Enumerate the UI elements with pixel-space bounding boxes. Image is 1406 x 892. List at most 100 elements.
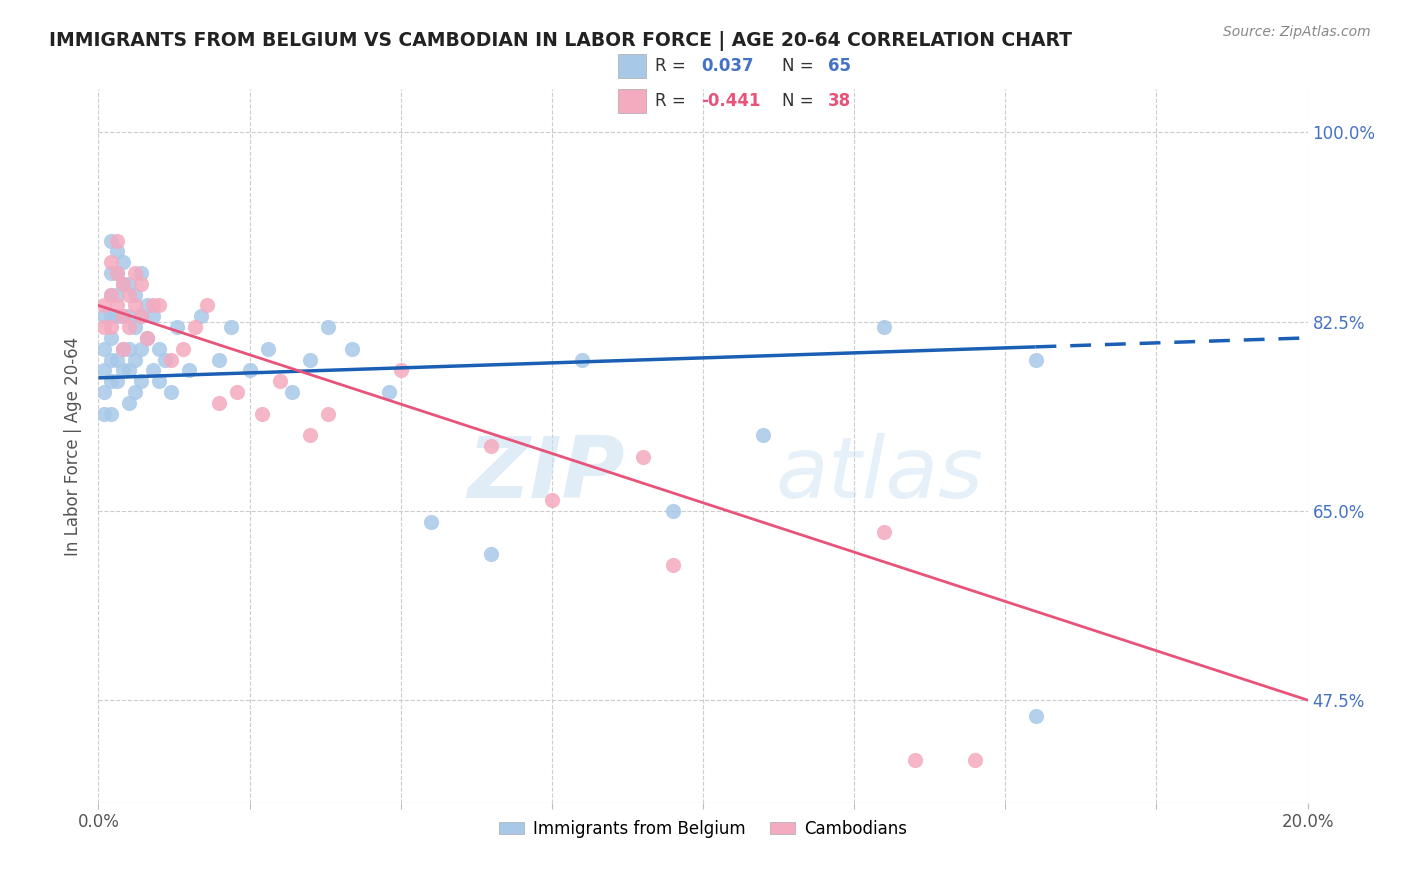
Point bbox=[239, 363, 262, 377]
Text: 65: 65 bbox=[828, 57, 851, 75]
Point bbox=[129, 342, 152, 356]
Text: ZIP: ZIP bbox=[467, 433, 624, 516]
Point bbox=[124, 320, 146, 334]
Point bbox=[105, 244, 128, 259]
Point bbox=[481, 547, 503, 561]
Text: N =: N = bbox=[782, 57, 818, 75]
Point bbox=[250, 407, 273, 421]
Point bbox=[160, 352, 183, 367]
Point bbox=[105, 234, 128, 248]
Point bbox=[124, 384, 146, 399]
Point bbox=[93, 407, 115, 421]
Point bbox=[124, 266, 146, 280]
Point bbox=[129, 277, 152, 291]
Point bbox=[190, 310, 212, 324]
Point bbox=[316, 407, 339, 421]
Point bbox=[142, 298, 165, 312]
Point bbox=[100, 287, 122, 301]
Point bbox=[111, 277, 134, 291]
Point bbox=[129, 266, 152, 280]
Text: IMMIGRANTS FROM BELGIUM VS CAMBODIAN IN LABOR FORCE | AGE 20-64 CORRELATION CHAR: IMMIGRANTS FROM BELGIUM VS CAMBODIAN IN … bbox=[49, 31, 1073, 51]
Point bbox=[118, 277, 141, 291]
Point bbox=[342, 342, 364, 356]
FancyBboxPatch shape bbox=[617, 88, 645, 112]
Point bbox=[111, 363, 134, 377]
Point bbox=[661, 558, 683, 572]
Point bbox=[105, 310, 128, 324]
Point bbox=[100, 310, 122, 324]
Point bbox=[100, 374, 122, 388]
Y-axis label: In Labor Force | Age 20-64: In Labor Force | Age 20-64 bbox=[65, 336, 83, 556]
Point bbox=[481, 439, 503, 453]
Point bbox=[118, 310, 141, 324]
Point bbox=[184, 320, 207, 334]
Point bbox=[124, 287, 146, 301]
Point bbox=[124, 298, 146, 312]
Point bbox=[111, 255, 134, 269]
Point bbox=[124, 352, 146, 367]
Point bbox=[179, 363, 201, 377]
Point bbox=[111, 277, 134, 291]
Point bbox=[100, 407, 122, 421]
Point bbox=[299, 428, 322, 442]
Point bbox=[111, 310, 134, 324]
Point bbox=[105, 298, 128, 312]
Point bbox=[142, 363, 165, 377]
Point bbox=[1024, 352, 1046, 367]
Point bbox=[256, 342, 278, 356]
Point bbox=[142, 310, 165, 324]
Legend: Immigrants from Belgium, Cambodians: Immigrants from Belgium, Cambodians bbox=[492, 814, 914, 845]
Point bbox=[105, 374, 128, 388]
Point bbox=[135, 331, 157, 345]
Point bbox=[111, 342, 134, 356]
Point bbox=[148, 298, 170, 312]
Point bbox=[631, 450, 654, 464]
Text: 38: 38 bbox=[828, 92, 851, 110]
Point bbox=[129, 310, 152, 324]
Point bbox=[281, 384, 304, 399]
Point bbox=[118, 342, 141, 356]
Text: R =: R = bbox=[655, 92, 690, 110]
Point bbox=[135, 331, 157, 345]
Point bbox=[100, 255, 122, 269]
Point bbox=[111, 342, 134, 356]
FancyBboxPatch shape bbox=[617, 54, 645, 78]
Point bbox=[208, 396, 231, 410]
Point bbox=[226, 384, 249, 399]
Point bbox=[160, 384, 183, 399]
Point bbox=[105, 266, 128, 280]
Point bbox=[105, 266, 128, 280]
Point bbox=[135, 298, 157, 312]
Point bbox=[100, 266, 122, 280]
Point bbox=[316, 320, 339, 334]
Point bbox=[221, 320, 243, 334]
Point bbox=[269, 374, 291, 388]
Point bbox=[661, 504, 683, 518]
Text: N =: N = bbox=[782, 92, 818, 110]
Point bbox=[965, 753, 987, 767]
Point bbox=[93, 310, 115, 324]
Point bbox=[100, 234, 122, 248]
Point bbox=[129, 310, 152, 324]
Point bbox=[118, 287, 141, 301]
Point bbox=[105, 352, 128, 367]
Point bbox=[93, 298, 115, 312]
Point bbox=[166, 320, 188, 334]
Point bbox=[540, 493, 562, 508]
Point bbox=[148, 374, 170, 388]
Point bbox=[873, 320, 896, 334]
Point bbox=[904, 753, 927, 767]
Text: R =: R = bbox=[655, 57, 690, 75]
Point bbox=[118, 320, 141, 334]
Point bbox=[873, 525, 896, 540]
Text: atlas: atlas bbox=[776, 433, 984, 516]
Point bbox=[195, 298, 218, 312]
Point bbox=[118, 363, 141, 377]
Point bbox=[153, 352, 176, 367]
Point bbox=[118, 396, 141, 410]
Point bbox=[93, 384, 115, 399]
Point bbox=[208, 352, 231, 367]
Point bbox=[752, 428, 775, 442]
Text: 0.037: 0.037 bbox=[702, 57, 754, 75]
Point bbox=[148, 342, 170, 356]
